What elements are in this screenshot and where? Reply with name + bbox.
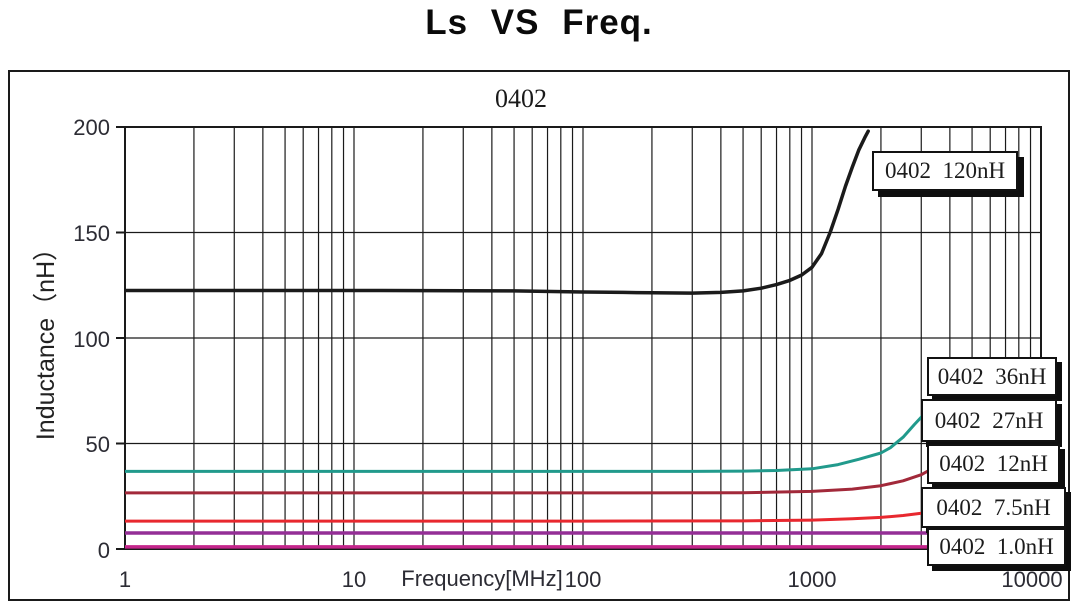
y-tick-label-200: 200 — [73, 115, 110, 140]
chart-subtitle: 0402 — [495, 84, 547, 113]
legend-label: 0402 120nH — [884, 158, 1006, 183]
y-tick-label-50: 50 — [85, 432, 110, 457]
legend-label: 0402 7.5nH — [936, 494, 1051, 520]
x-tick-label-1: 1 — [118, 567, 132, 592]
axis-tick-marks — [116, 126, 125, 550]
legend-label: 0402 27nH — [934, 407, 1044, 433]
legend-box-36nH: 0402 36nH — [927, 357, 1057, 396]
chart-title: Ls VS Freq. — [425, 3, 653, 42]
y-tick-label-100: 100 — [73, 327, 110, 352]
legend-label: 0402 12nH — [939, 451, 1048, 476]
x-tick-label-10000: 10000 — [1001, 567, 1063, 592]
x-tick-label-100: 100 — [564, 567, 602, 592]
x-tick-label-10: 10 — [341, 567, 367, 592]
data-series-lines — [125, 129, 931, 549]
legend-box-1p0nH: 0402 1.0nH — [927, 528, 1066, 566]
x-axis-label: Frequency[MHz] — [401, 566, 563, 591]
plot-border — [124, 126, 1042, 550]
legend-label: 0402 1.0nH — [939, 534, 1054, 559]
y-tick-label-150: 150 — [73, 221, 110, 246]
x-tick-label-1000: 1000 — [787, 567, 837, 592]
legend-box-120nH: 0402 120nH — [872, 151, 1018, 191]
legend-box-7p5nH: 0402 7.5nH — [921, 487, 1066, 528]
legend-box-12nH: 0402 12nH — [927, 444, 1060, 484]
gridlines — [125, 127, 1041, 549]
y-tick-label-0: 0 — [97, 538, 110, 563]
chart-canvas — [116, 126, 1042, 550]
legend-label: 0402 36nH — [937, 363, 1047, 389]
legend-box-27nH: 0402 27nH — [921, 399, 1057, 442]
